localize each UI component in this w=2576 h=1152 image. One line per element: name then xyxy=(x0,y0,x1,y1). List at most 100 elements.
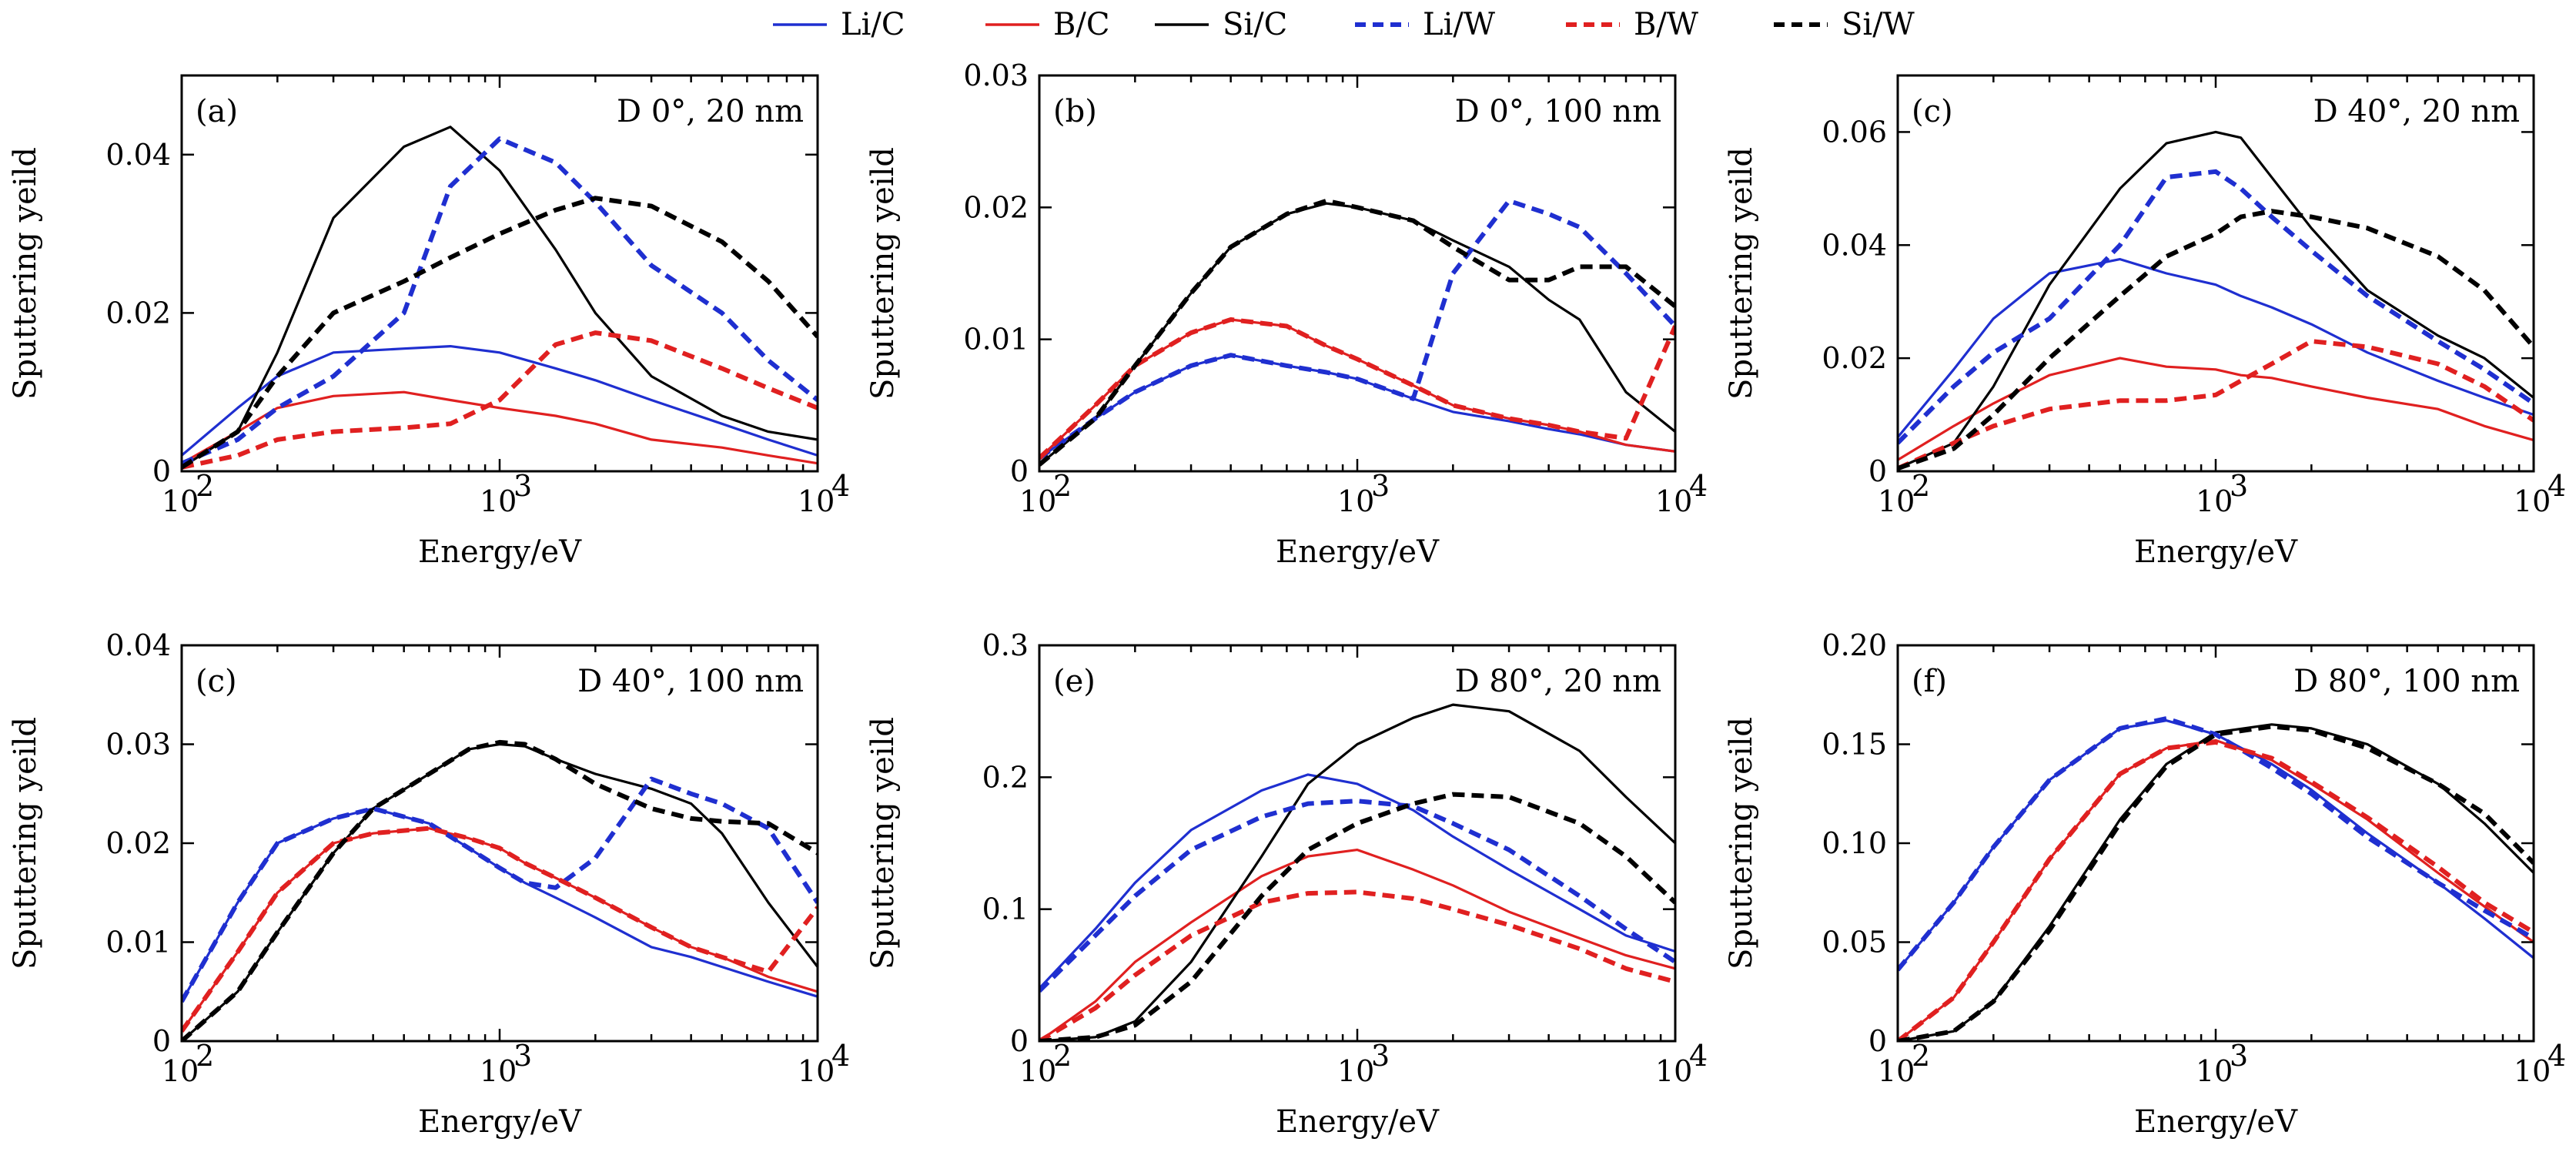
y-tick-label: 0.10 xyxy=(1822,826,1887,860)
y-tick-label: 0.04 xyxy=(105,628,171,662)
legend-label: Si/C xyxy=(1223,7,1287,42)
y-axis-title: Sputtering yeild xyxy=(1724,147,1759,400)
plot-frame xyxy=(180,74,819,473)
series-line-li-w xyxy=(1039,799,1675,993)
x-tick-label-exponent: 2 xyxy=(196,469,214,503)
x-tick-label: 10 xyxy=(480,1054,517,1088)
series-line-li-w xyxy=(1898,716,2534,972)
x-tick-label-exponent: 3 xyxy=(2230,469,2248,503)
series-line-b-w xyxy=(1898,739,2534,1041)
y-tick-label: 0.06 xyxy=(1822,115,1887,149)
y-tick-label: 0 xyxy=(1010,1024,1029,1058)
x-tick-label: 10 xyxy=(2196,484,2233,518)
x-tick-label: 10 xyxy=(1337,1054,1374,1088)
x-tick-label: 10 xyxy=(2514,1054,2551,1088)
legend-label: B/W xyxy=(1634,7,1698,42)
y-tick-label: 0.02 xyxy=(105,826,171,860)
x-tick-label-exponent: 4 xyxy=(2548,469,2566,503)
panel-tag: (b) xyxy=(1053,94,1097,129)
y-tick-label: 0.03 xyxy=(963,59,1029,92)
y-axis-title: Sputtering yeild xyxy=(865,147,901,400)
series-line-si-w xyxy=(182,196,818,470)
y-axis-title: Sputtering yeild xyxy=(8,717,43,969)
legend-label: Si/W xyxy=(1842,7,1915,42)
x-tick-label: 10 xyxy=(162,1054,199,1088)
legend-label: B/C xyxy=(1053,7,1109,42)
chart-panel: 102 103 10400.010.020.03Energy/eVSputterin… xyxy=(865,59,1708,570)
series-line-b-w xyxy=(182,825,818,1033)
y-tick-label: 0.04 xyxy=(1822,228,1887,262)
y-tick-label: 0 xyxy=(1868,454,1887,488)
plot-frame xyxy=(1038,644,1677,1043)
series-line-b-c xyxy=(1039,848,1675,1041)
x-tick-label: 10 xyxy=(162,484,199,518)
series-line-li-w xyxy=(182,776,818,1003)
series-line-b-w xyxy=(182,330,818,470)
x-tick-label-exponent: 3 xyxy=(1371,469,1390,503)
legend: Li/C B/C Si/C Li/W B/W Si/W xyxy=(773,7,1915,42)
series-line-si-c xyxy=(1039,703,1675,1041)
x-tick-label-exponent: 4 xyxy=(1689,1039,1708,1073)
y-tick-label: 0.1 xyxy=(982,892,1029,926)
panel-tag: (c) xyxy=(1912,94,1953,129)
y-tick-label: 0.2 xyxy=(982,760,1029,794)
x-tick-label: 10 xyxy=(1337,484,1374,518)
x-axis-title: Energy/eV xyxy=(418,534,582,570)
series-line-si-c xyxy=(1039,202,1675,466)
series-line-si-w xyxy=(182,739,818,1041)
series-line-b-c xyxy=(182,827,818,1033)
panel-tag: (a) xyxy=(196,94,238,129)
x-tick-label-exponent: 4 xyxy=(1689,469,1708,503)
legend-label: Li/C xyxy=(841,7,905,42)
y-tick-label: 0 xyxy=(152,454,171,488)
plot-frame xyxy=(1038,74,1677,473)
series-line-li-c xyxy=(1039,353,1675,460)
x-axis-title: Energy/eV xyxy=(1276,1104,1440,1140)
legend-label: Li/W xyxy=(1423,7,1495,42)
panel-tag: (e) xyxy=(1053,664,1096,699)
series-line-li-c xyxy=(1039,773,1675,990)
x-axis-title: Energy/eV xyxy=(2134,534,2298,570)
x-tick-label: 10 xyxy=(798,1054,835,1088)
series-line-li-w xyxy=(1039,198,1675,460)
y-axis-title: Sputtering yeild xyxy=(1724,717,1759,969)
x-tick-label-exponent: 3 xyxy=(514,1039,532,1073)
panel-condition: D 40°, 100 nm xyxy=(577,664,804,699)
y-tick-label: 0.20 xyxy=(1822,628,1887,662)
x-tick-label: 10 xyxy=(2196,1054,2233,1088)
x-tick-label-exponent: 3 xyxy=(1371,1039,1390,1073)
y-tick-label: 0.02 xyxy=(963,190,1029,224)
series-line-si-c xyxy=(182,126,818,469)
panel-condition: D 0°, 100 nm xyxy=(1455,94,1661,129)
series-line-b-w xyxy=(1039,889,1675,1041)
series-line-b-c xyxy=(182,390,818,465)
chart-panel: 102 103 10400.010.020.030.04Energy/eVSputt… xyxy=(8,628,850,1140)
x-tick-label-exponent: 2 xyxy=(1053,1039,1072,1073)
series-line-li-w xyxy=(182,136,818,466)
y-tick-label: 0.03 xyxy=(105,728,171,762)
y-tick-label: 0.02 xyxy=(1822,341,1887,375)
x-tick-label-exponent: 3 xyxy=(2230,1039,2248,1073)
x-tick-label-exponent: 2 xyxy=(1912,1039,1930,1073)
x-tick-label: 10 xyxy=(798,484,835,518)
x-axis-title: Energy/eV xyxy=(418,1104,582,1140)
series-line-si-w xyxy=(1898,209,2534,471)
x-tick-label: 10 xyxy=(1655,1054,1692,1088)
chart-panel: 102 103 10400.050.100.150.20Energy/eVSputt… xyxy=(1724,628,2566,1140)
y-tick-label: 0.01 xyxy=(963,323,1029,357)
chart-panel: 102 103 10400.020.040.06Energy/eVSputterin… xyxy=(1724,74,2566,570)
x-tick-label: 10 xyxy=(1019,1054,1056,1088)
x-tick-label-exponent: 2 xyxy=(1053,469,1072,503)
series-line-li-c xyxy=(182,345,818,457)
x-tick-label: 10 xyxy=(480,484,517,518)
y-tick-label: 0.3 xyxy=(982,628,1029,662)
x-tick-label-exponent: 4 xyxy=(831,469,850,503)
x-tick-label: 10 xyxy=(1878,484,1915,518)
series-line-si-w xyxy=(1039,792,1675,1041)
x-tick-label-exponent: 4 xyxy=(831,1039,850,1073)
y-axis-title: Sputtering yeild xyxy=(8,147,43,400)
plot-frame xyxy=(1896,644,2535,1043)
